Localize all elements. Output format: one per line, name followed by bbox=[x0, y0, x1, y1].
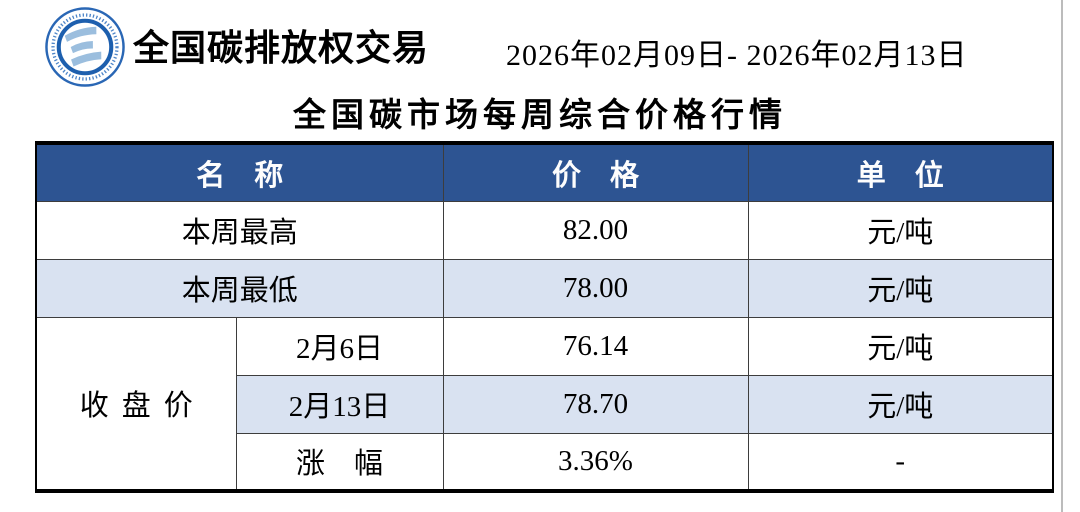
date-range: 2026年02月09日- 2026年02月13日 bbox=[506, 39, 968, 72]
row-name: 本周最高 bbox=[35, 200, 444, 260]
table-row-change-pct: 涨 幅 3.36% - bbox=[36, 432, 1054, 492]
row-unit: 元/吨 bbox=[747, 258, 1054, 318]
closing-price-group-label: 收盘价 bbox=[35, 316, 237, 492]
table-row-week-low: 本周最低 78.00 元/吨 bbox=[35, 258, 1054, 318]
page-title: 全国碳市场每周综合价格行情 bbox=[293, 98, 787, 134]
column-header-price: 价 格 bbox=[442, 142, 749, 202]
row-unit: 元/吨 bbox=[747, 200, 1054, 260]
row-unit: - bbox=[747, 432, 1054, 492]
row-name: 2月13日 bbox=[235, 374, 444, 434]
row-name: 涨 幅 bbox=[235, 432, 444, 492]
carbon-trading-logo-icon bbox=[44, 6, 126, 88]
row-unit: 元/吨 bbox=[747, 374, 1054, 434]
row-price: 3.36% bbox=[442, 432, 749, 492]
column-header-unit: 单 位 bbox=[747, 142, 1054, 202]
page-edge-divider bbox=[1061, 0, 1063, 512]
row-price: 82.00 bbox=[442, 200, 749, 260]
column-header-name: 名 称 bbox=[35, 142, 444, 202]
row-name: 本周最低 bbox=[35, 258, 444, 318]
row-unit: 元/吨 bbox=[747, 316, 1054, 376]
table-row-week-high: 本周最高 82.00 元/吨 bbox=[35, 200, 1054, 260]
row-price: 78.70 bbox=[442, 374, 749, 434]
table-row-close-feb6: 收盘价 2月6日 76.14 元/吨 bbox=[35, 316, 1054, 492]
table-row-close-feb13: 2月13日 78.70 元/吨 bbox=[36, 374, 1054, 434]
brand-name: 全国碳排放权交易 bbox=[133, 28, 430, 68]
row-price: 76.14 bbox=[442, 316, 749, 376]
row-price: 78.00 bbox=[442, 258, 749, 318]
price-table: 名 称 价 格 单 位 本周最高 82.00 元/吨 本周最低 78.00 元/… bbox=[35, 141, 1055, 493]
table-header-row: 名 称 价 格 单 位 bbox=[35, 142, 1054, 202]
row-name: 2月6日 bbox=[235, 316, 444, 376]
